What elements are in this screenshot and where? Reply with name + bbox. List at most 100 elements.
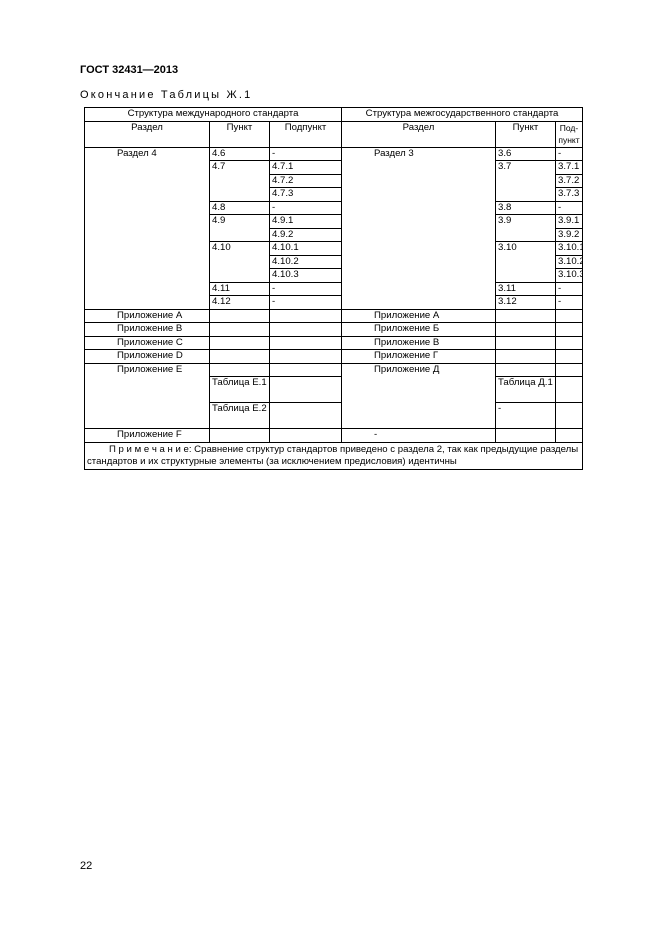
iso-section-cell: Приложение Б — [341, 322, 496, 337]
table-row: Приложение F - — [84, 428, 584, 443]
iso-clause-cell — [495, 335, 556, 350]
int-subclause-cell — [269, 428, 342, 443]
table-row: 4.9 4.9.1 3.9 3.9.1 — [85, 214, 584, 242]
table-row: Приложение E Приложение Д — [84, 362, 584, 429]
int-subclause-cell — [269, 376, 342, 403]
iso-subclause-cell: 3.7.2 — [554, 173, 584, 188]
int-subclause-cell: 4.9.1 — [269, 214, 342, 229]
int-subclause-cell: 4.7.2 — [269, 173, 342, 188]
iso-clause-cell: Таблица Д.1 — [495, 376, 556, 403]
iso-clause-cell: 3.8 — [495, 200, 556, 215]
table-row: 4.10.3 3.10.3 — [85, 268, 584, 283]
column-header: Раздел — [341, 120, 496, 148]
int-section-cell: Приложение B — [84, 322, 210, 337]
int-section-cell: Приложение A — [84, 308, 210, 323]
iso-section-cell: Приложение А — [341, 308, 496, 323]
iso-subclause-cell — [554, 362, 584, 377]
int-subclause-cell: 4.7.1 — [269, 160, 342, 175]
iso-clause-cell: 3.10 — [495, 241, 556, 283]
int-section-cell: Приложение C — [84, 335, 210, 350]
iso-clause-cell — [495, 322, 556, 337]
iso-subclause-cell — [554, 402, 584, 429]
table-row: Приложение C Приложение В — [84, 335, 584, 350]
int-section-cell: Приложение E — [84, 362, 210, 429]
table-row: 4.11-3.11- — [85, 281, 584, 296]
iso-subclause-cell — [554, 428, 584, 443]
iso-clause-cell: 3.6 — [495, 146, 556, 161]
iso-subclause-cell: 3.7.1 — [554, 160, 584, 175]
int-clause-cell: Таблица Е.1 — [209, 376, 270, 403]
iso-subclause-cell — [554, 308, 584, 323]
group-header-interstate: Структура межгосударственного стандарта — [340, 107, 584, 122]
iso-clause-cell — [495, 308, 556, 323]
iso-subclause-cell: 3.7.3 — [554, 187, 584, 202]
iso-clause-cell — [495, 362, 556, 377]
int-subclause-cell: - — [269, 281, 342, 296]
int-subclause-cell — [269, 362, 342, 377]
table-row: Приложение A Приложение А — [84, 308, 584, 323]
int-subclause-cell — [269, 349, 342, 364]
iso-subclause-cell: 3.10.1 — [554, 241, 584, 256]
column-header: Пункт — [495, 120, 556, 148]
note-label: П р и м е ч а н и е: — [109, 443, 192, 455]
iso-clause-cell — [495, 349, 556, 364]
int-clause-cell: 4.11 — [209, 281, 270, 296]
iso-clause-cell: 3.11 — [495, 281, 556, 296]
table-row: Таблица Е.1 Таблица Д.1 — [85, 376, 584, 403]
int-clause-cell: 4.12 — [209, 295, 270, 310]
iso-section-cell: Приложение Г — [341, 349, 496, 364]
int-subclause-cell — [269, 308, 342, 323]
int-subclause-cell: - — [269, 146, 342, 161]
column-header: Под- пункт — [554, 120, 584, 148]
group-header-international: Структура международного стандарта — [84, 107, 342, 122]
iso-subclause-cell — [554, 322, 584, 337]
int-clause-cell — [209, 428, 270, 443]
int-subclause-cell: - — [269, 200, 342, 215]
document-code: ГОСТ 32431—2013 — [80, 64, 179, 76]
table-row: 4.7.3 3.7.3 — [85, 187, 584, 202]
structure-comparison-table: Структура международного стандарта Струк… — [83, 107, 584, 470]
iso-clause-cell: 3.12 — [495, 295, 556, 310]
table-row: Приложение B Приложение Б — [84, 322, 584, 337]
iso-subclause-cell: - — [554, 281, 584, 296]
int-subclause-cell: - — [269, 295, 342, 310]
table-row: 4.12-3.12- — [85, 295, 584, 310]
iso-subclause-cell: 3.9.2 — [554, 227, 584, 242]
int-subclause-cell — [269, 335, 342, 350]
int-subclause-cell: 4.9.2 — [269, 227, 342, 242]
iso-subclause-cell: - — [554, 200, 584, 215]
page-number: 22 — [80, 860, 93, 872]
int-section-cell: Раздел 4 — [84, 146, 210, 310]
iso-subclause-cell: 3.10.3 — [554, 268, 584, 283]
iso-subclause-cell: - — [554, 295, 584, 310]
int-section-cell: Приложение F — [84, 428, 210, 443]
int-clause-cell — [209, 335, 270, 350]
iso-clause-cell: 3.7 — [495, 160, 556, 202]
column-header: Раздел — [84, 120, 210, 148]
iso-subclause-cell — [554, 376, 584, 403]
iso-section-cell: - — [341, 428, 496, 443]
iso-section-cell: Раздел 3 — [341, 146, 496, 310]
table-row: 4.10 4.10.1 3.10 3.10.1 — [85, 241, 584, 283]
table-row: Раздел 4 4.6- Раздел 3 3.6- — [84, 146, 584, 310]
int-clause-cell — [209, 308, 270, 323]
int-clause-cell: 4.9 — [209, 214, 270, 242]
iso-section-cell: Приложение Д — [341, 362, 496, 429]
table-row: 4.10.2 3.10.2 — [85, 254, 584, 269]
iso-clause-cell: 3.9 — [495, 214, 556, 242]
table-row: Таблица Е.2 - — [85, 402, 584, 429]
iso-section-cell: Приложение В — [341, 335, 496, 350]
int-clause-cell: 4.10 — [209, 241, 270, 283]
int-subclause-cell — [269, 322, 342, 337]
iso-clause-cell — [495, 428, 556, 443]
int-section-cell: Приложение D — [84, 349, 210, 364]
table-row: Приложение D Приложение Г — [84, 349, 584, 364]
int-subclause-cell: 4.7.3 — [269, 187, 342, 202]
iso-clause-cell: - — [495, 402, 556, 429]
iso-subclause-cell: 3.10.2 — [554, 254, 584, 269]
iso-subclause-cell: 3.9.1 — [554, 214, 584, 229]
int-subclause-cell — [269, 402, 342, 429]
iso-subclause-cell: - — [554, 146, 584, 161]
int-subclause-cell: 4.10.1 — [269, 241, 342, 256]
note-text: Сравнение структур стандартов приведено … — [87, 443, 579, 467]
